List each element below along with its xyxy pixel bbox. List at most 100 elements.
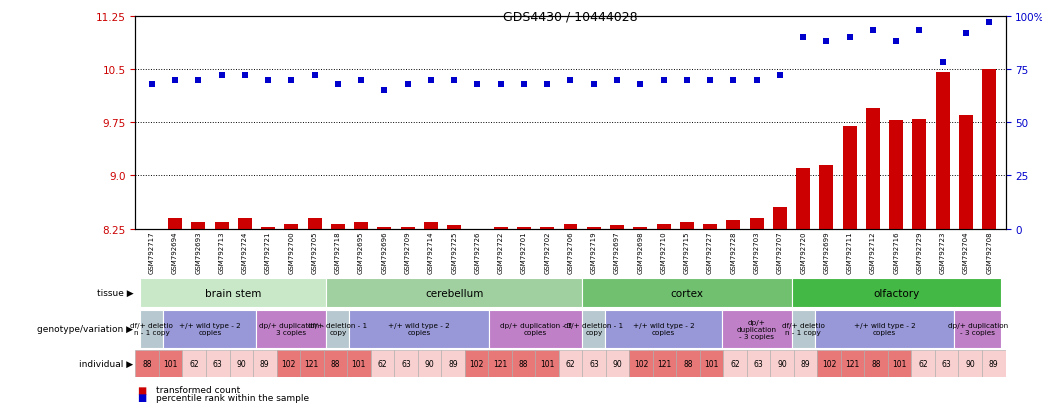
Text: df/+ deletion - 1
copy: df/+ deletion - 1 copy — [564, 323, 623, 335]
Bar — [726, 220, 740, 229]
Bar — [135, 350, 159, 377]
Text: GSM792701: GSM792701 — [521, 231, 527, 274]
Text: brain stem: brain stem — [205, 288, 262, 298]
Text: dp/+ duplication - 3
copies: dp/+ duplication - 3 copies — [500, 323, 571, 335]
Bar — [629, 350, 652, 377]
Text: genotype/variation ▶: genotype/variation ▶ — [38, 325, 133, 333]
Bar — [447, 225, 462, 229]
Text: df/+ deletion - 1
copy: df/+ deletion - 1 copy — [308, 323, 368, 335]
Text: 63: 63 — [942, 359, 951, 368]
Bar — [324, 350, 347, 377]
Point — [609, 77, 625, 83]
Bar — [215, 222, 228, 229]
Text: 102: 102 — [469, 359, 483, 368]
Bar — [394, 350, 418, 377]
Text: ■: ■ — [138, 392, 147, 402]
Point — [237, 73, 253, 79]
Bar — [679, 222, 694, 229]
Text: 102: 102 — [822, 359, 837, 368]
Bar — [140, 279, 326, 307]
Bar — [634, 228, 647, 229]
Text: GSM792695: GSM792695 — [358, 231, 364, 274]
Bar — [582, 279, 792, 307]
Text: GSM792720: GSM792720 — [800, 231, 807, 274]
Text: GSM792709: GSM792709 — [404, 231, 411, 274]
Bar — [912, 350, 935, 377]
Text: +/+ wild type - 2
copies: +/+ wild type - 2 copies — [853, 323, 916, 335]
Bar — [676, 350, 700, 377]
Bar — [652, 350, 676, 377]
Text: 63: 63 — [753, 359, 764, 368]
Point — [423, 77, 440, 83]
Text: 62: 62 — [377, 359, 388, 368]
Bar — [326, 310, 349, 348]
Text: 121: 121 — [658, 359, 672, 368]
Text: individual ▶: individual ▶ — [79, 359, 133, 368]
Point — [562, 77, 578, 83]
Bar — [164, 310, 256, 348]
Bar — [331, 224, 345, 229]
Bar — [238, 218, 252, 229]
Bar — [582, 310, 605, 348]
Text: 63: 63 — [401, 359, 411, 368]
Bar — [982, 350, 1006, 377]
Text: 90: 90 — [424, 359, 435, 368]
Point — [214, 73, 230, 79]
Text: df/+ deletio
n - 1 copy: df/+ deletio n - 1 copy — [130, 323, 173, 335]
Text: GSM792705: GSM792705 — [312, 231, 318, 274]
Point — [306, 73, 323, 79]
Bar — [418, 350, 441, 377]
Text: tissue ▶: tissue ▶ — [97, 289, 133, 297]
Text: 89: 89 — [448, 359, 457, 368]
Text: GSM792725: GSM792725 — [451, 231, 457, 273]
Bar — [256, 310, 326, 348]
Bar — [587, 227, 601, 229]
Text: cerebellum: cerebellum — [425, 288, 483, 298]
Text: 88: 88 — [684, 359, 693, 368]
Text: GSM792694: GSM792694 — [172, 231, 178, 274]
Bar — [326, 279, 582, 307]
Bar — [140, 310, 164, 348]
Point — [516, 81, 532, 88]
Text: GSM792700: GSM792700 — [289, 231, 294, 274]
Text: 101: 101 — [351, 359, 366, 368]
Bar — [582, 350, 605, 377]
Point — [190, 77, 206, 83]
Text: GSM792729: GSM792729 — [917, 231, 922, 274]
Text: 88: 88 — [871, 359, 880, 368]
Point — [818, 39, 835, 45]
Text: GSM792693: GSM792693 — [195, 231, 201, 274]
Point — [631, 81, 648, 88]
Point — [586, 81, 602, 88]
Point — [865, 28, 882, 35]
Text: 102: 102 — [281, 359, 296, 368]
Bar — [517, 228, 531, 229]
Point — [144, 81, 160, 88]
Text: olfactory: olfactory — [873, 288, 919, 298]
Point — [329, 81, 346, 88]
Point — [493, 81, 510, 88]
Text: 101: 101 — [164, 359, 178, 368]
Text: 102: 102 — [634, 359, 648, 368]
Text: dp/+
duplication
- 3 copies: dp/+ duplication - 3 copies — [737, 319, 776, 339]
Bar — [747, 350, 770, 377]
Text: GSM792722: GSM792722 — [498, 231, 503, 273]
Point — [935, 60, 951, 66]
Bar — [564, 224, 577, 229]
Text: GSM792721: GSM792721 — [265, 231, 271, 274]
Point — [655, 77, 672, 83]
Bar — [983, 70, 996, 229]
Bar — [773, 208, 787, 229]
Text: GSM792716: GSM792716 — [893, 231, 899, 274]
Bar — [377, 228, 392, 229]
Point — [678, 77, 695, 83]
Bar — [889, 121, 903, 229]
Bar — [347, 350, 371, 377]
Point — [399, 81, 416, 88]
Bar — [371, 350, 394, 377]
Text: GDS4430 / 10444028: GDS4430 / 10444028 — [503, 10, 638, 23]
Text: 63: 63 — [589, 359, 599, 368]
Bar — [262, 227, 275, 229]
Text: GSM792704: GSM792704 — [963, 231, 969, 274]
Bar — [284, 224, 298, 229]
